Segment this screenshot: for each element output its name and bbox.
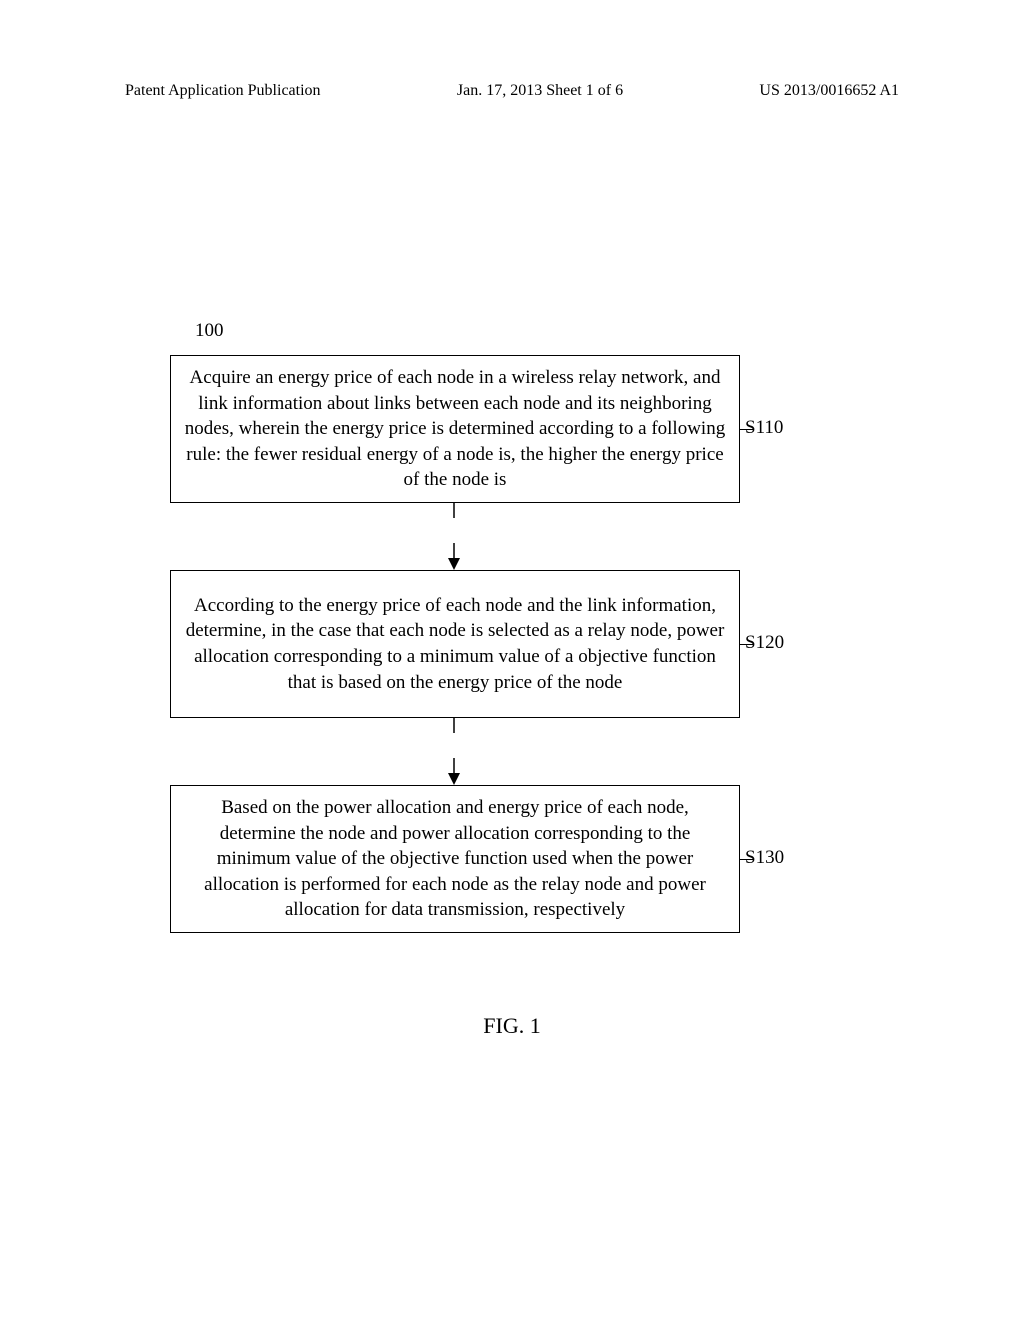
figure-caption: FIG. 1 <box>0 1013 1024 1039</box>
label-s130: S130 <box>745 847 784 868</box>
flowchart-box-3: Based on the power allocation and energy… <box>170 785 740 933</box>
box-1-text: Acquire an energy price of each node in … <box>183 365 727 493</box>
header-center: Jan. 17, 2013 Sheet 1 of 6 <box>457 82 623 100</box>
flowchart: Acquire an energy price of each node in … <box>170 355 740 933</box>
box-2-label: S120 <box>745 632 784 654</box>
box-2-text: According to the energy price of each no… <box>183 593 727 696</box>
box-3-text: Based on the power allocation and energy… <box>183 795 727 923</box>
flowchart-box-2: According to the energy price of each no… <box>170 570 740 718</box>
label-s120: S120 <box>745 632 784 653</box>
arrow-1 <box>454 503 456 570</box>
arrow-2 <box>454 718 456 785</box>
box-3-label: S130 <box>745 847 784 869</box>
page-header: Patent Application Publication Jan. 17, … <box>125 82 899 100</box>
header-left: Patent Application Publication <box>125 82 321 100</box>
header-right: US 2013/0016652 A1 <box>759 82 899 100</box>
label-s110: S110 <box>745 417 783 438</box>
box-1-label: S110 <box>745 417 783 439</box>
flowchart-box-1: Acquire an energy price of each node in … <box>170 355 740 503</box>
figure-reference-number: 100 <box>195 320 224 342</box>
